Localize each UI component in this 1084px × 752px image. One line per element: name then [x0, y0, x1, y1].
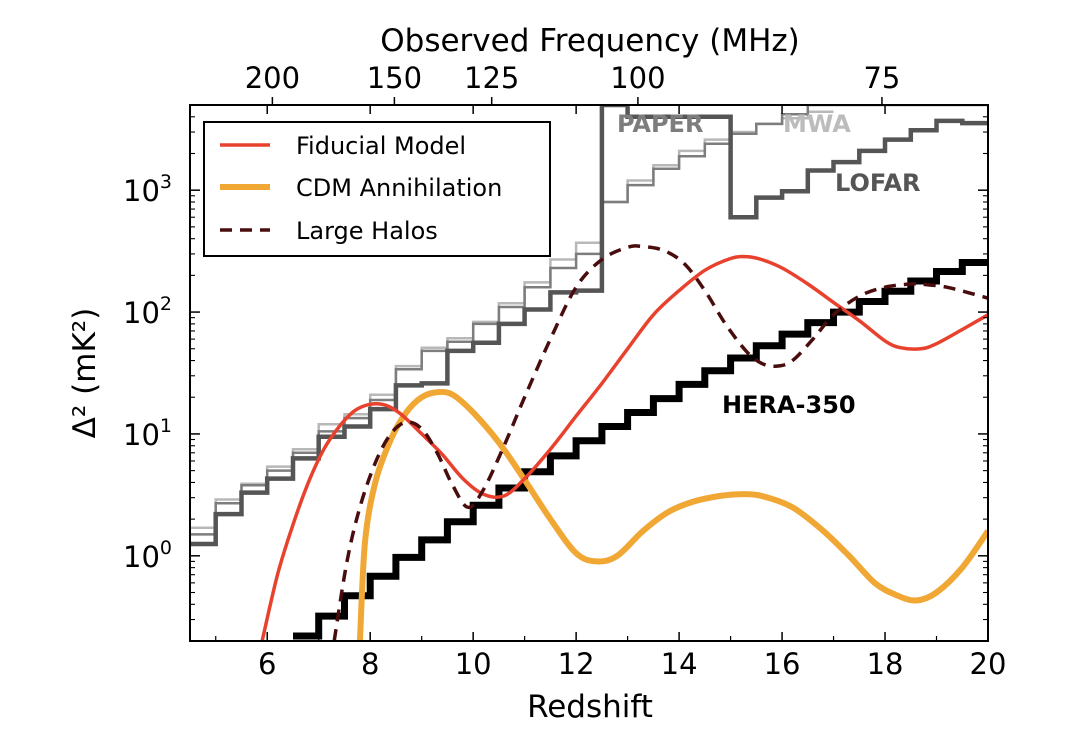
top-tick-label-75: 75	[863, 61, 900, 95]
legend: Fiducial Model CDM Annihilation Large Ha…	[203, 121, 551, 257]
annotation-mwa: MWA	[783, 110, 851, 138]
top-tick-label-125: 125	[464, 61, 519, 95]
top-axis-title: Observed Frequency (MHz)	[380, 23, 800, 59]
sensitivity-lofar	[190, 105, 988, 547]
x-tick-label-12: 12	[558, 647, 595, 681]
model-curves	[260, 244, 988, 641]
y-tick-label-1: 101	[123, 415, 172, 452]
y-tick-label-0: 100	[123, 537, 172, 574]
legend-label-large-halos: Large Halos	[296, 217, 438, 245]
series-fiducial-model	[260, 254, 988, 641]
sensitivity-mwa	[190, 110, 834, 529]
top-tick-label-150: 150	[367, 61, 422, 95]
series-cdm-annihilation	[356, 388, 988, 641]
y-tick-label-3: 103	[123, 171, 172, 208]
legend-label-fiducial: Fiducial Model	[296, 132, 466, 160]
legend-label-cdm: CDM Annihilation	[296, 174, 502, 202]
annotation-paper: PAPER	[617, 110, 703, 138]
top-tick-label-200: 200	[245, 61, 300, 95]
x-tick-label-14: 14	[661, 647, 698, 681]
x-tick-label-10: 10	[455, 647, 492, 681]
y-axis-title: Δ² (mK²)	[67, 308, 103, 439]
top-tick-label-100: 100	[610, 61, 665, 95]
series-large-halos	[332, 244, 988, 641]
sensitivity-curves	[190, 105, 988, 640]
sensitivity-hera-350	[293, 259, 988, 640]
annotation-hera-350: HERA-350	[722, 391, 856, 419]
x-axis-title: Redshift	[527, 689, 653, 725]
y-tick-label-2: 102	[123, 293, 172, 330]
x-tick-label-20: 20	[970, 647, 1007, 681]
x-tick-label-6: 6	[258, 647, 276, 681]
x-tick-label-16: 16	[764, 647, 801, 681]
annotation-lofar: LOFAR	[835, 169, 921, 197]
x-tick-label-18: 18	[867, 647, 904, 681]
axis-ticks: 6 8 10 12 14 16 18 20 200 150 125 100 75 100 101 102 103	[123, 61, 1006, 681]
x-tick-label-8: 8	[361, 647, 379, 681]
plot-frame	[189, 104, 989, 642]
